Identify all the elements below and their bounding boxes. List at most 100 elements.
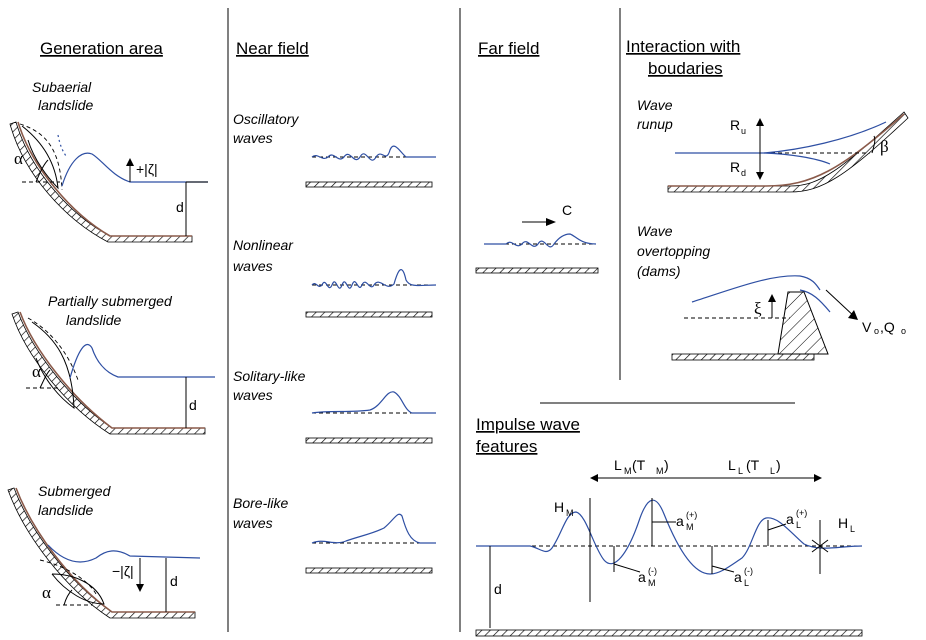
slide-body-2 xyxy=(31,321,75,410)
header-interaction-1: Interaction with xyxy=(626,37,740,56)
slope-surface xyxy=(17,121,192,237)
runup-label-1: Wave xyxy=(637,97,673,113)
near-field-panel: Oscillatory waves Nonlinear waves Solita… xyxy=(233,111,437,574)
rundown-arrowhead xyxy=(756,172,764,180)
TM-close: ) xyxy=(664,457,669,473)
slope-surface-2 xyxy=(19,311,205,429)
aM-minus-tick xyxy=(613,563,641,573)
TL-close: ) xyxy=(776,457,781,473)
aL-plus-sup: (+) xyxy=(796,508,807,518)
header-near-field: Near field xyxy=(236,39,309,58)
HM-label: H xyxy=(554,499,564,515)
partial-label-2: landslide xyxy=(66,312,121,328)
far-field-bed xyxy=(475,267,599,274)
subaerial-label-1: Subaerial xyxy=(32,79,92,95)
runup-sub-u: u xyxy=(741,126,746,136)
slide-dashed-3 xyxy=(39,559,97,595)
slide-body xyxy=(21,125,59,190)
alpha-symbol-2: α xyxy=(32,362,41,381)
runup-arrowhead xyxy=(756,118,764,126)
runup-R: R xyxy=(730,117,740,133)
overtop-label-2: overtopping xyxy=(637,243,710,259)
depth-label: d xyxy=(176,199,184,215)
subaerial-landslide-panel: Subaerial landslide α +|ζ| d xyxy=(9,79,208,243)
rundown-sub-d: d xyxy=(741,168,746,178)
slope-surface-3 xyxy=(15,487,195,613)
aL-minus-label: a xyxy=(734,569,742,585)
generation-wave-3 xyxy=(47,544,201,563)
depth-label-3: d xyxy=(170,573,178,589)
aM-plus-sup: (+) xyxy=(686,510,697,520)
aM-minus-sup: (-) xyxy=(648,566,657,576)
slope-hatch-3 xyxy=(7,487,196,619)
HL-cross-2 xyxy=(811,539,829,553)
zeta-arrowhead-3 xyxy=(136,584,144,592)
zeta-arrowhead xyxy=(126,158,134,166)
generation-wave xyxy=(61,152,208,187)
overtop-bed xyxy=(671,353,815,361)
celerity-arrowhead xyxy=(546,218,556,226)
runup-hatch xyxy=(667,111,909,193)
runup-label-2: runup xyxy=(637,116,673,132)
overflow-Q: ,Q xyxy=(880,319,895,335)
xi-arrowhead xyxy=(768,294,776,302)
aL-plus-tick xyxy=(767,523,787,531)
header-impulse-2: features xyxy=(476,437,537,456)
rundown-R: R xyxy=(730,159,740,175)
xi-symbol: ξ xyxy=(754,299,762,318)
aL-minus-tick xyxy=(711,565,735,573)
celerity-label: C xyxy=(562,202,572,218)
oscillatory-label-1: Oscillatory xyxy=(233,111,299,127)
far-field-wave xyxy=(484,233,597,248)
header-interaction-2: boudaries xyxy=(648,59,723,78)
overtop-label-1: Wave xyxy=(637,223,673,239)
nonlinear-label-1: Nonlinear xyxy=(233,237,294,253)
slope-hatch-2 xyxy=(11,311,206,435)
LM-label: L xyxy=(614,457,622,473)
splash xyxy=(57,134,67,157)
alpha-symbol: α xyxy=(14,149,23,168)
oscillatory-bed xyxy=(305,181,433,188)
beta-arc xyxy=(871,135,876,154)
submerged-label-1: Submerged xyxy=(38,483,112,499)
slide-body-3 xyxy=(51,573,105,605)
oscillatory-wave xyxy=(311,145,436,161)
overtopping-panel: Wave overtopping (dams) ξ V o ,Q o xyxy=(637,223,906,361)
oscillatory-label-2: waves xyxy=(233,130,273,146)
zeta-negative: −|ζ| xyxy=(112,563,134,579)
zeta-positive: +|ζ| xyxy=(136,161,158,177)
LL-label: L xyxy=(728,457,736,473)
submerged-label-2: landslide xyxy=(38,502,93,518)
overflow-arrow xyxy=(825,289,857,319)
solitary-label-1: Solitary-like xyxy=(233,368,306,384)
aM-plus-sub: M xyxy=(686,522,694,532)
header-impulse-1: Impulse wave xyxy=(476,415,580,434)
overflow-Q-sub: o xyxy=(901,326,906,336)
length-arrowhead-right xyxy=(814,474,822,482)
impulse-bed xyxy=(475,629,863,637)
aL-minus-sup: (-) xyxy=(744,566,753,576)
aM-minus-label: a xyxy=(638,569,646,585)
aM-plus-label: a xyxy=(676,513,684,529)
nonlinear-bed xyxy=(305,311,433,318)
overflow-V-sub: o xyxy=(874,326,879,336)
nonlinear-wave xyxy=(311,269,437,289)
impulse-wave xyxy=(476,499,863,575)
solitary-wave xyxy=(311,391,436,414)
aM-minus-sub: M xyxy=(648,578,656,588)
subaerial-label-2: landslide xyxy=(38,97,93,113)
submerged-landslide-panel: Submerged landslide α −|ζ| d xyxy=(7,483,201,619)
alpha-arc-3 xyxy=(63,589,73,606)
TM-sub: M xyxy=(656,466,664,476)
HL-label: H xyxy=(838,515,848,531)
solitary-label-2: waves xyxy=(233,387,273,403)
rundown-wave xyxy=(763,152,831,165)
nonlinear-label-2: waves xyxy=(233,258,273,274)
overtop-wave xyxy=(691,275,821,303)
bore-label-2: waves xyxy=(233,515,273,531)
slide-dashed-2 xyxy=(27,317,79,381)
alpha-arc-2 xyxy=(39,369,51,389)
bore-label-1: Bore-like xyxy=(233,495,288,511)
far-field-panel: C xyxy=(475,202,599,274)
